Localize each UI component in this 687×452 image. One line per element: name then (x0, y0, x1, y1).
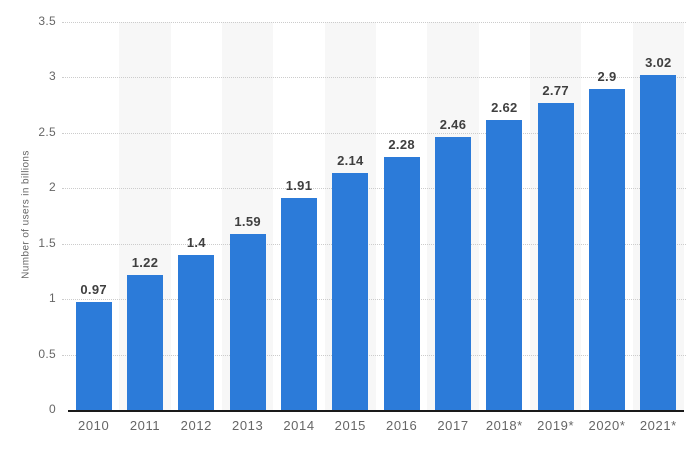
bar[interactable] (640, 75, 677, 410)
x-tick-label: 2020* (588, 418, 626, 433)
x-axis-line (68, 410, 684, 412)
bar[interactable] (383, 157, 420, 410)
x-tick-label: 2019* (537, 418, 575, 433)
x-tick-label: 2021* (639, 418, 677, 433)
y-tick-label: 2.5 (38, 124, 56, 139)
y-tick-label: 3 (49, 69, 56, 84)
bar-value-label: 0.97 (80, 282, 107, 298)
x-tick-label: 2018* (485, 418, 523, 433)
bar-value-label: 3.02 (645, 55, 672, 71)
y-tick-label: 0.5 (38, 346, 56, 361)
y-tick-label: 0 (49, 402, 56, 416)
grid-line (62, 299, 687, 301)
x-tick-label: 2015 (334, 418, 366, 433)
bar[interactable] (435, 137, 471, 410)
bar-value-label: 2.62 (491, 99, 518, 115)
bar-value-label: 2.14 (337, 152, 364, 168)
grid-line (62, 22, 687, 23)
y-tick-label: 2 (49, 180, 56, 195)
bar[interactable] (537, 102, 574, 410)
bar[interactable] (281, 198, 317, 410)
x-tick-label: 2011 (129, 418, 161, 433)
x-tick-label: 2016 (386, 418, 418, 433)
bar-value-label: 1.59 (234, 213, 261, 229)
y-tick-label: 1 (49, 291, 56, 306)
bar-value-label: 2.9 (597, 68, 617, 84)
y-tick-label: 3.5 (38, 14, 56, 28)
grid-line (62, 132, 687, 134)
bar[interactable] (589, 88, 625, 410)
x-tick-label: 2010 (78, 418, 110, 433)
grid-line (62, 188, 687, 190)
bar[interactable] (486, 119, 523, 410)
x-tick-label: 2012 (180, 418, 212, 433)
grid-line (62, 243, 687, 245)
grid-line (62, 354, 687, 356)
bar[interactable] (75, 302, 112, 410)
bar[interactable] (178, 254, 215, 410)
bar-value-label: 2.77 (542, 82, 569, 98)
x-tick-label: 2017 (437, 418, 469, 433)
bar-value-label: 2.46 (439, 117, 467, 133)
bar-value-label: 1.91 (285, 178, 313, 194)
bar-value-label: 1.22 (131, 254, 159, 270)
bar-value-label: 2.28 (388, 137, 415, 153)
bar[interactable] (332, 172, 369, 410)
x-tick-label: 2013 (232, 418, 264, 433)
bar-value-label: 1.4 (186, 234, 206, 250)
y-tick-label: 1.5 (38, 235, 56, 250)
x-tick-label: 2014 (283, 418, 315, 433)
bar[interactable] (229, 233, 266, 410)
plot-area: 0.97 1.22 1.4 1.59 1.91 2.14 2.28 2.46 2.62 2.77 2… (62, 22, 687, 412)
grid-line (62, 77, 687, 79)
bar[interactable] (127, 274, 163, 410)
y-axis-title: Number of users in billions (20, 150, 32, 279)
